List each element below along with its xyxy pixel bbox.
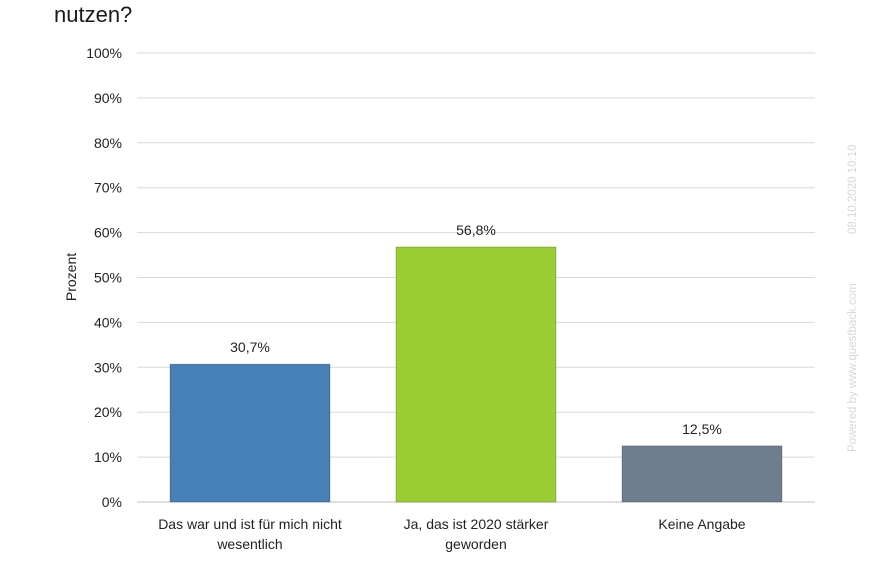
bar-3 xyxy=(621,445,783,503)
category-label-2: Ja, das ist 2020 stärker geworden xyxy=(404,516,549,552)
y-tick-label: 90% xyxy=(94,90,122,106)
y-tick-label: 10% xyxy=(94,449,122,465)
y-tick-label: 0% xyxy=(102,494,122,510)
y-tick-label: 20% xyxy=(94,404,122,420)
y-tick-label: 40% xyxy=(94,314,122,330)
data-label-1: 30,7% xyxy=(230,339,270,355)
y-tick-label: 80% xyxy=(94,135,122,151)
y-tick-label: 100% xyxy=(86,45,122,61)
bars xyxy=(169,246,783,503)
y-axis-ticks: 0% 10% 20% 30% 40% 50% 60% 70% 80% 90% 100% xyxy=(86,45,122,510)
bar-1 xyxy=(169,363,331,503)
data-label-3: 12,5% xyxy=(682,421,722,437)
y-tick-label: 60% xyxy=(94,225,122,241)
category-label-1: Das war und ist für mich nicht wesentlich xyxy=(158,516,342,552)
bar-2 xyxy=(395,246,557,503)
watermark-powered: Powered by www.questback.com xyxy=(847,283,859,452)
y-tick-label: 30% xyxy=(94,359,122,375)
x-axis-categories: Das war und ist für mich nicht wesentlich… xyxy=(158,516,746,552)
y-tick-label: 70% xyxy=(94,180,122,196)
y-tick-label: 50% xyxy=(94,270,122,286)
data-labels: 30,7% 56,8% 12,5% xyxy=(230,222,722,437)
watermark: Powered by www.questback.com 08.10.2020 … xyxy=(847,144,859,452)
chart-title: nutzen? xyxy=(54,2,133,27)
data-label-2: 56,8% xyxy=(456,222,496,238)
category-label-3: Keine Angabe xyxy=(658,516,745,532)
watermark-timestamp: 08.10.2020 10:10 xyxy=(847,144,859,234)
y-axis-title: Prozent xyxy=(63,253,79,301)
